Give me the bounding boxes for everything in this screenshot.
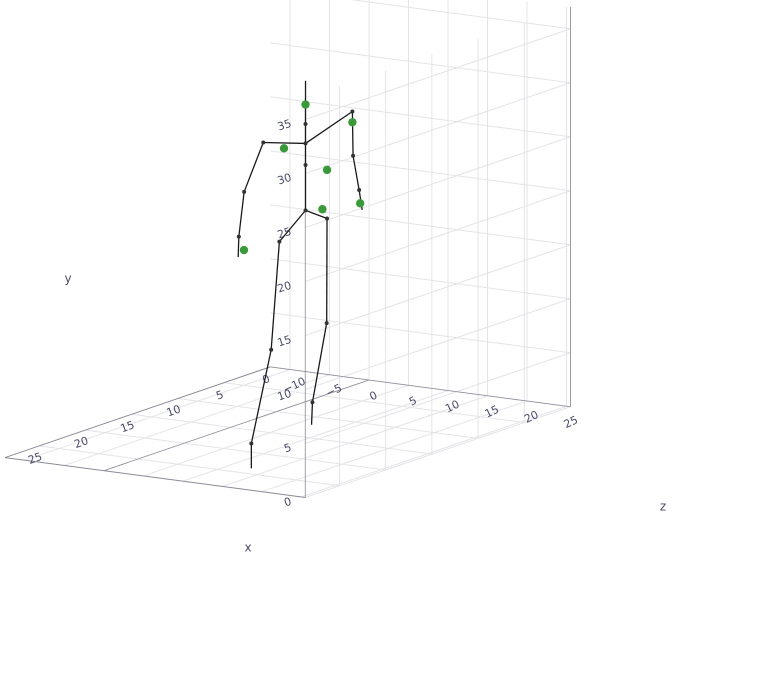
bone-chest-l_shoulder xyxy=(263,141,306,145)
y-tick-label: 35 xyxy=(276,117,293,134)
joint-l_hip xyxy=(277,239,282,244)
backwall-gridline-y xyxy=(305,136,571,228)
z-tick-label: 20 xyxy=(522,408,540,426)
y-tick-label: 20 xyxy=(276,279,293,296)
floor-gridline-z xyxy=(143,384,409,477)
floor-gridline-x xyxy=(177,397,479,439)
sidewall-gridline-y xyxy=(270,96,571,138)
joint-r_elbow xyxy=(351,153,356,158)
joint-r_shoulder xyxy=(350,109,355,114)
bone-l_shoulder-l_elbow xyxy=(243,142,264,193)
backwall-gridline-y xyxy=(305,298,571,390)
backwall-gridline-y xyxy=(305,244,571,336)
x-tick-label: 20 xyxy=(72,434,90,451)
backwall-gridline-y xyxy=(305,190,571,282)
floor-zero-line-z0 xyxy=(103,379,370,472)
joint-l_knee xyxy=(269,347,274,352)
axis-titles: x y z xyxy=(64,272,666,555)
z-tick-label: 15 xyxy=(483,403,501,421)
marker-point xyxy=(322,165,332,175)
x-tick-label: 5 xyxy=(214,388,225,403)
bone-pelvis-r_hip xyxy=(305,209,328,220)
bone-l_hip-l_knee xyxy=(270,241,281,350)
floor-gridline-z xyxy=(301,405,567,498)
bone-r_elbow-r_wrist xyxy=(352,155,360,191)
floor-edge-x0 xyxy=(270,366,571,408)
y-tick-label: 30 xyxy=(276,171,293,188)
floor-gridline-z xyxy=(222,395,488,487)
x-axis-line xyxy=(4,457,306,498)
joint-pelvis xyxy=(303,208,308,213)
y-tick-label: 15 xyxy=(276,333,293,350)
marker-point xyxy=(239,245,249,255)
joint-chest xyxy=(303,141,308,146)
joint-l_shoulder xyxy=(261,140,266,145)
x-axis-title: x xyxy=(244,541,251,555)
sidewall-gridline-y xyxy=(270,204,571,246)
z-tick-label: 10 xyxy=(443,398,461,416)
bone-r_knee-r_ankle xyxy=(311,322,328,403)
marker-point xyxy=(318,205,327,214)
x-tick-label: 10 xyxy=(165,403,183,420)
z-axis-front-edge xyxy=(4,366,271,459)
backwall-gridline-y xyxy=(305,406,571,498)
marker-point xyxy=(301,100,310,109)
axis-grid xyxy=(24,0,571,498)
y-tick-label: 25 xyxy=(276,225,293,242)
joint-l_elbow xyxy=(242,189,247,194)
marker-point xyxy=(348,118,357,127)
joint-r_ankle xyxy=(310,400,315,405)
y-tick-label: 10 xyxy=(276,387,293,404)
y-tick-label: 0 xyxy=(282,495,293,510)
floor-gridline-x xyxy=(39,445,340,487)
sidewall-gridline-y xyxy=(270,42,571,84)
floor-gridline-x xyxy=(131,413,432,455)
floor-gridline-x xyxy=(85,429,386,471)
backwall-gridline-y xyxy=(305,352,571,444)
z-tick-label: 0 xyxy=(367,389,379,404)
joint-l_ankle xyxy=(249,441,254,446)
skeleton-joints xyxy=(236,102,362,446)
floor-gridline-z xyxy=(182,390,449,482)
floor-gridline-z xyxy=(261,400,528,493)
marker-points xyxy=(239,100,365,255)
backwall-gridline-y xyxy=(305,82,571,174)
skeleton-bones xyxy=(237,80,363,469)
sidewall-gridline-y xyxy=(270,150,571,192)
bone-pelvis-l_hip xyxy=(278,209,307,243)
x-tick-label: 15 xyxy=(119,418,137,435)
bone-l_elbow-l_wrist xyxy=(238,191,245,237)
marker-point xyxy=(279,144,289,153)
sidewall-gridline-y xyxy=(270,312,571,354)
x-tick-label: 25 xyxy=(26,450,44,467)
joint-r_hip xyxy=(325,216,330,221)
z-tick-label: 5 xyxy=(407,394,419,409)
y-axis-title: y xyxy=(64,272,71,286)
axis-lines xyxy=(4,7,571,498)
floor-gridline-z xyxy=(64,374,330,466)
x-tick-label: 0 xyxy=(261,372,272,387)
floor-gridline-z xyxy=(24,369,291,461)
joint-r_wrist xyxy=(357,188,362,193)
z-tick-label: 25 xyxy=(562,413,580,431)
joint-spine xyxy=(303,163,308,168)
bone-chest-r_shoulder xyxy=(305,110,353,144)
bone-l_wrist-l_hand xyxy=(237,236,240,258)
sidewall-gridline-y xyxy=(270,258,571,300)
sidewall-gridline-y xyxy=(350,0,571,30)
z-axis-title: z xyxy=(660,500,666,514)
backwall-gridline-y xyxy=(305,28,571,120)
z-tick-label: −5 xyxy=(324,381,344,400)
marker-point xyxy=(355,199,365,208)
y-tick-label: 5 xyxy=(282,441,293,456)
floor-gridline-x xyxy=(223,382,525,424)
bone-l_knee-l_ankle xyxy=(250,349,272,444)
bone-r_ankle-r_foot xyxy=(310,402,314,425)
joint-r_knee xyxy=(324,321,329,326)
joint-l_wrist xyxy=(236,234,241,239)
joint-neck xyxy=(303,121,308,126)
